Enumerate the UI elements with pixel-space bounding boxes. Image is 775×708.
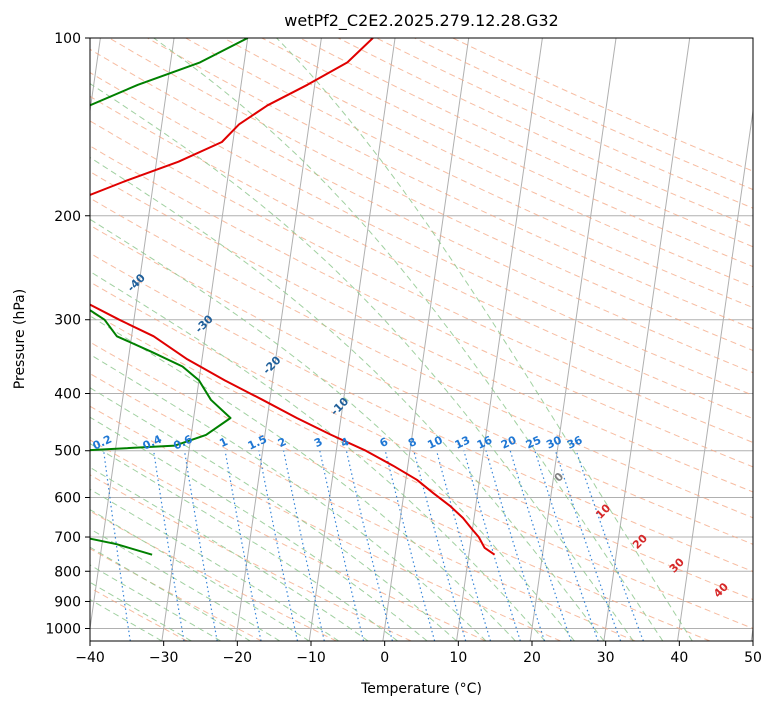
dewpoint-profile: [90, 38, 249, 556]
y-tick-label: 400: [54, 387, 81, 403]
dry-adiabat: [261, 38, 753, 268]
y-tick-label: 200: [54, 209, 81, 225]
moist-adiabat: [90, 442, 398, 641]
mixing-ratio-line: [485, 450, 546, 641]
y-tick-label: 1000: [45, 621, 81, 637]
moist-adiabat: [90, 528, 281, 641]
dry-adiabat: [90, 224, 753, 545]
dry-adiabat: [223, 38, 753, 288]
x-tick-label: 30: [597, 650, 615, 666]
moist-adiabat: [90, 581, 192, 641]
dry-adiabat: [90, 95, 753, 420]
isotherm-line: [235, 38, 322, 641]
isotherm-line: [456, 38, 543, 641]
dry-adiabat: [90, 120, 753, 444]
dry-adiabat: [90, 405, 561, 641]
x-tick-label: 50: [744, 650, 762, 666]
dry-adiabat: [90, 72, 753, 396]
dry-adiabat: [90, 171, 753, 493]
dry-adiabat: [90, 341, 711, 641]
y-tick-label: 100: [54, 31, 81, 47]
x-tick-label: 0: [380, 650, 389, 666]
dry-adiabat: [185, 38, 753, 309]
isotherm-label: -60: [0, 189, 13, 212]
mixing-ratio-label: 20: [499, 433, 519, 451]
x-tick-label: −10: [296, 650, 326, 666]
mixing-ratio-line: [534, 450, 599, 641]
y-tick-label: 800: [54, 564, 81, 580]
moist-adiabat: [90, 218, 575, 641]
y-tick-label: 900: [54, 594, 81, 610]
dry-adiabat: [90, 439, 487, 641]
plot-background: [90, 38, 753, 641]
dry-adiabat: [90, 310, 753, 629]
temperature-profile: [90, 38, 496, 556]
dry-adiabat: [147, 38, 753, 330]
dry-adiabat: [299, 38, 753, 248]
mixing-ratio-label: 30: [544, 433, 564, 451]
dry-adiabat: [90, 145, 753, 468]
moist-adiabat: [90, 353, 487, 641]
mixing-ratio-line: [153, 450, 185, 641]
dry-adiabat: [109, 38, 753, 352]
dry-adiabat: [90, 281, 753, 601]
isotherm-line: [529, 38, 617, 641]
isotherm-line: [382, 38, 470, 641]
mixing-ratio-line: [463, 450, 521, 641]
moist-adiabat: [276, 38, 693, 641]
moist-adiabat: [90, 546, 251, 641]
isotherm-label: -50: [57, 230, 80, 253]
sounding-profiles: [90, 38, 496, 556]
y-tick-label: 500: [54, 444, 81, 460]
mixing-ratio-line: [224, 450, 262, 641]
mixing-ratio-label: 25: [524, 433, 543, 451]
mixing-ratio-label: 13: [453, 433, 472, 451]
mixing-ratio-label: 36: [565, 433, 585, 451]
axes: −40 −30 −20 −10 0 10 20 30 40 50 100 200 300 400 500 60…: [45, 31, 762, 666]
moist-adiabat: [90, 387, 457, 641]
dry-adiabat: [337, 38, 753, 228]
moist-adiabat: [90, 156, 605, 641]
mixing-ratio-label: 10: [425, 433, 445, 451]
background-lines: [90, 38, 753, 641]
chart-title: wetPf2_C2E2.2025.279.12.28.G32: [284, 11, 558, 31]
moist-adiabat: [90, 466, 369, 641]
mixing-ratio-label: 16: [475, 433, 495, 451]
isotherm-line: [677, 107, 753, 641]
x-tick-label: 10: [449, 650, 467, 666]
mixing-ratio-line: [509, 450, 572, 641]
x-tick-label: −30: [149, 650, 179, 666]
mixing-ratio-line: [103, 450, 131, 641]
moist-adiabat: [153, 38, 664, 641]
y-tick-label: 300: [54, 313, 81, 329]
y-axis-title: Pressure (hPa): [12, 289, 28, 389]
x-tick-label: 40: [670, 650, 688, 666]
plot-frame: [89, 37, 754, 642]
moist-adiabat: [90, 270, 546, 641]
y-tick-label: 600: [54, 490, 81, 506]
isotherm-line: [750, 624, 753, 641]
x-axis-title: Temperature (°C): [360, 681, 482, 697]
x-tick-label: −40: [75, 650, 105, 666]
dry-adiabat: [90, 48, 753, 374]
dry-adiabat: [90, 252, 753, 573]
mixing-ratio-line: [183, 450, 218, 641]
moist-adiabat: [90, 564, 222, 641]
moist-adiabat: [90, 416, 428, 641]
mixing-ratio-line: [436, 450, 492, 641]
dry-adiabat: [90, 197, 753, 519]
x-tick-label: −20: [223, 650, 253, 666]
x-tick-label: 20: [523, 650, 541, 666]
y-tick-label: 700: [54, 530, 81, 546]
